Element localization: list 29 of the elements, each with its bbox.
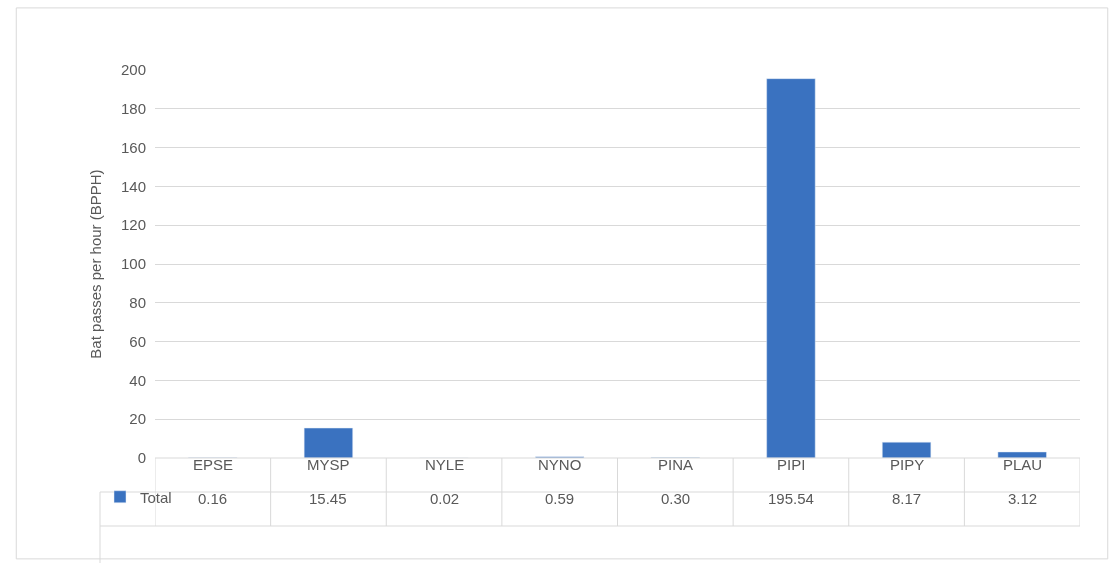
y-tick-label: 160 [120, 138, 146, 156]
y-tick-label: 200 [120, 61, 146, 79]
data-label: 0.59 [545, 490, 575, 507]
data-label: 0.16 [198, 490, 228, 507]
legend-label: Total [140, 488, 172, 506]
y-tick-label: 60 [129, 332, 146, 350]
y-tick-label: 80 [129, 294, 146, 312]
x-tick-label: NYLE [425, 456, 465, 473]
data-label: 0.02 [430, 490, 460, 507]
data-label: 3.12 [1008, 490, 1038, 507]
y-tick-label: 40 [129, 371, 146, 389]
x-tick-label: PINA [658, 456, 694, 473]
x-tick-label: MYSP [307, 456, 350, 473]
y-tick-label: 0 [137, 449, 146, 467]
x-tick-label: NYNO [538, 456, 582, 473]
data-label: 195.54 [768, 490, 814, 507]
x-tick-label: PLAU [1003, 456, 1043, 473]
y-tick-label: 140 [120, 177, 146, 195]
y-tick-label: 100 [120, 255, 146, 273]
y-tick-label: 120 [120, 216, 146, 234]
y-axis-title: Bat passes per hour (BPPH) [87, 169, 105, 359]
y-tick-label: 20 [129, 410, 146, 428]
data-label: 0.30 [661, 490, 691, 507]
data-label: 15.45 [309, 490, 347, 507]
y-tick-label: 180 [120, 100, 146, 118]
x-tick-label: PIPI [777, 456, 806, 473]
x-tick-label: PIPY [890, 456, 925, 473]
x-tick-label: EPSE [193, 456, 234, 473]
data-label: 8.17 [892, 490, 922, 507]
